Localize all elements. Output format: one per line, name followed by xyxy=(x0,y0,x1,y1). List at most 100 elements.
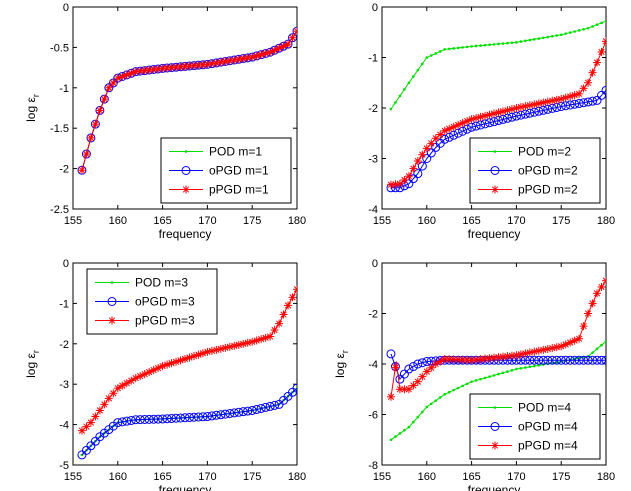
data-point xyxy=(501,42,505,45)
data-point xyxy=(180,413,190,423)
data-point xyxy=(524,366,527,369)
data-point xyxy=(534,346,543,355)
data-point xyxy=(270,400,280,410)
data-point xyxy=(602,276,606,285)
data-point xyxy=(584,309,593,318)
y-tick-label: -3 xyxy=(368,154,378,166)
data-point xyxy=(293,27,297,36)
data-point xyxy=(202,412,212,422)
y-tick-label: -1 xyxy=(59,83,69,95)
legend-marker xyxy=(184,150,188,153)
legend-marker xyxy=(108,316,116,325)
data-point xyxy=(207,411,217,421)
data-point xyxy=(91,120,100,129)
y-tick-label: -2.5 xyxy=(50,204,69,216)
data-point xyxy=(386,392,395,401)
data-point xyxy=(541,36,545,40)
data-point xyxy=(474,379,478,382)
data-point xyxy=(408,362,418,372)
x-tick-label: 160 xyxy=(418,471,436,483)
data-point xyxy=(238,407,248,417)
data-point xyxy=(256,403,266,413)
data-point xyxy=(602,37,606,46)
y-axis-label: log εr xyxy=(24,350,41,378)
data-point xyxy=(95,406,104,415)
series-ppgd-m-4 xyxy=(386,276,606,401)
data-point xyxy=(600,343,603,347)
x-tick-label: 170 xyxy=(507,471,525,483)
y-tick-label: 0 xyxy=(63,258,69,270)
data-point xyxy=(510,41,514,45)
data-point xyxy=(529,355,539,365)
data-point xyxy=(144,414,154,424)
data-point xyxy=(279,310,288,319)
data-point xyxy=(427,139,436,148)
data-point xyxy=(458,126,468,136)
y-tick-label: -4 xyxy=(368,359,378,371)
y-axis-label-subscript: r xyxy=(340,350,350,353)
x-tick-label: 155 xyxy=(373,471,391,483)
data-point xyxy=(417,161,427,171)
data-point xyxy=(117,417,127,427)
legend-entry: pPGD m=2 xyxy=(478,183,578,197)
data-point xyxy=(565,355,575,365)
data-point xyxy=(418,150,427,159)
data-point xyxy=(556,355,566,365)
y-tick-label: -4 xyxy=(368,204,378,216)
data-point xyxy=(489,117,499,127)
y-tick-label: -6 xyxy=(368,410,378,422)
data-point xyxy=(592,95,602,105)
data-point xyxy=(284,301,293,310)
data-point xyxy=(434,52,438,55)
series-opgd-m-2 xyxy=(386,85,606,193)
legend-marker xyxy=(493,150,497,153)
data-point xyxy=(593,58,602,67)
data-point xyxy=(471,121,481,131)
legend-label: pPGD m=3 xyxy=(135,314,195,328)
legend: POD m=4 oPGD m=4 pPGD m=4 xyxy=(469,393,601,460)
x-axis-label: frequency xyxy=(468,483,521,491)
x-tick-label: 165 xyxy=(153,215,171,227)
data-point xyxy=(570,99,580,109)
data-point xyxy=(488,43,491,47)
data-point xyxy=(266,332,275,341)
data-point xyxy=(479,377,482,381)
data-point xyxy=(127,376,136,385)
data-point xyxy=(153,414,163,424)
x-tick-label: 165 xyxy=(462,215,480,227)
data-point xyxy=(492,43,496,46)
data-point xyxy=(516,110,526,120)
data-point xyxy=(452,47,455,50)
data-point xyxy=(261,402,271,412)
data-point xyxy=(126,415,136,425)
data-point xyxy=(548,344,557,353)
data-point xyxy=(574,355,584,365)
data-point xyxy=(583,97,593,107)
data-point xyxy=(604,339,606,343)
data-point xyxy=(162,414,172,424)
x-tick-label: 160 xyxy=(418,215,436,227)
data-point xyxy=(550,34,554,38)
data-point xyxy=(104,394,113,403)
y-axis-label-text: log ε xyxy=(24,353,38,378)
data-point xyxy=(597,355,606,365)
legend-entry: oPGD m=1 xyxy=(169,164,269,178)
legend-marker xyxy=(493,406,497,409)
data-point xyxy=(534,355,544,365)
data-point xyxy=(579,322,588,331)
data-point xyxy=(485,118,495,128)
data-point xyxy=(425,56,429,59)
data-point xyxy=(243,406,253,416)
y-tick-label: -8 xyxy=(368,460,378,472)
data-point xyxy=(189,412,199,422)
legend: POD m=1 oPGD m=1 pPGD m=1 xyxy=(160,137,292,204)
x-tick-label: 180 xyxy=(288,471,306,483)
data-point xyxy=(501,371,505,375)
data-point xyxy=(506,370,509,373)
data-point xyxy=(113,384,122,393)
legend-entry: oPGD m=2 xyxy=(478,164,578,178)
data-point xyxy=(492,374,496,377)
series-pod-m-2 xyxy=(389,19,606,111)
legend-marker xyxy=(491,441,499,450)
